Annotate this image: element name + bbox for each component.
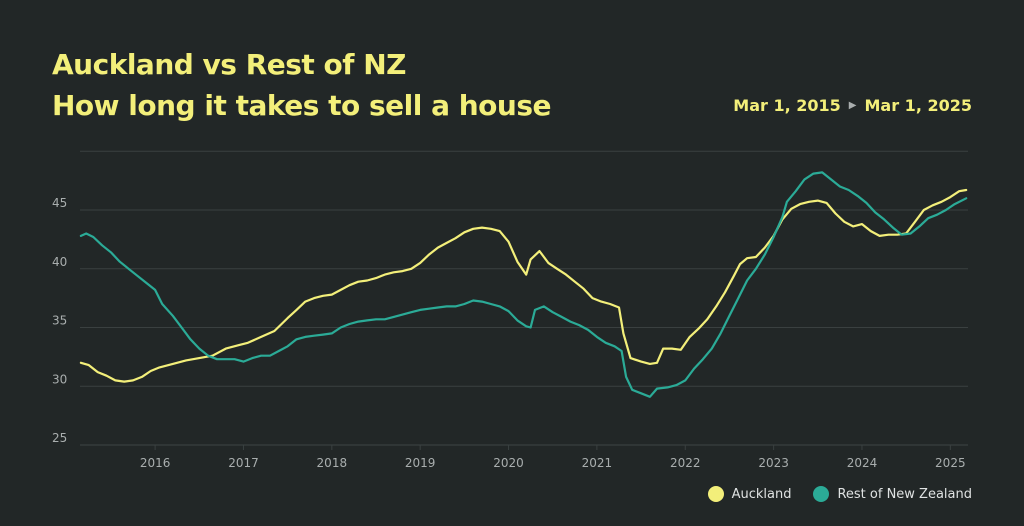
x-tick-label: 2022: [670, 456, 701, 470]
y-tick-label: 40: [52, 255, 67, 269]
x-tick-label: 2023: [758, 456, 789, 470]
x-tick-label: 2021: [582, 456, 613, 470]
x-tick-label: 2018: [317, 456, 348, 470]
date-range: Mar 1, 2015 ▶ Mar 1, 2025: [733, 96, 972, 115]
play-arrow-icon: ▶: [848, 100, 857, 111]
y-tick-label: 30: [52, 372, 67, 386]
legend-dot-icon: [813, 486, 830, 502]
legend-item-rest-of-nz[interactable]: Rest of New Zealand: [813, 486, 972, 502]
series-line-rest-of-nz[interactable]: [79, 171, 968, 398]
y-axis-ticks: 25 30 35 40 45: [52, 196, 67, 445]
legend-dot-icon: [707, 486, 724, 502]
x-tick-label: 2019: [405, 456, 436, 470]
grid-lines: [80, 150, 968, 446]
legend-item-auckland[interactable]: Auckland: [707, 486, 792, 502]
date-range-end: Mar 1, 2025: [864, 96, 973, 115]
x-tick-label: 2025: [935, 456, 966, 470]
x-axis-ticks: 2016 2017 2018 2019 2020 2021 2022 2023 2024 2025: [140, 445, 966, 470]
chart-title: Auckland vs Rest of NZ How long it takes…: [52, 44, 552, 126]
y-tick-label: 35: [52, 314, 67, 328]
series-line-auckland[interactable]: [79, 188, 968, 383]
y-tick-label: 25: [52, 431, 67, 445]
legend-label: Rest of New Zealand: [837, 486, 972, 502]
chart-title-line1: Auckland vs Rest of NZ: [52, 48, 406, 81]
x-tick-label: 2016: [140, 456, 171, 470]
y-tick-label: 45: [52, 196, 67, 210]
x-tick-label: 2017: [228, 456, 259, 470]
x-tick-label: 2024: [847, 456, 878, 470]
date-range-start: Mar 1, 2015: [733, 96, 841, 115]
chart-legend: Auckland Rest of New Zealand: [707, 486, 972, 502]
chart-title-line2: How long it takes to sell a house: [52, 89, 552, 122]
x-tick-label: 2020: [493, 456, 524, 470]
legend-label: Auckland: [731, 486, 792, 502]
series-lines: [79, 171, 968, 398]
